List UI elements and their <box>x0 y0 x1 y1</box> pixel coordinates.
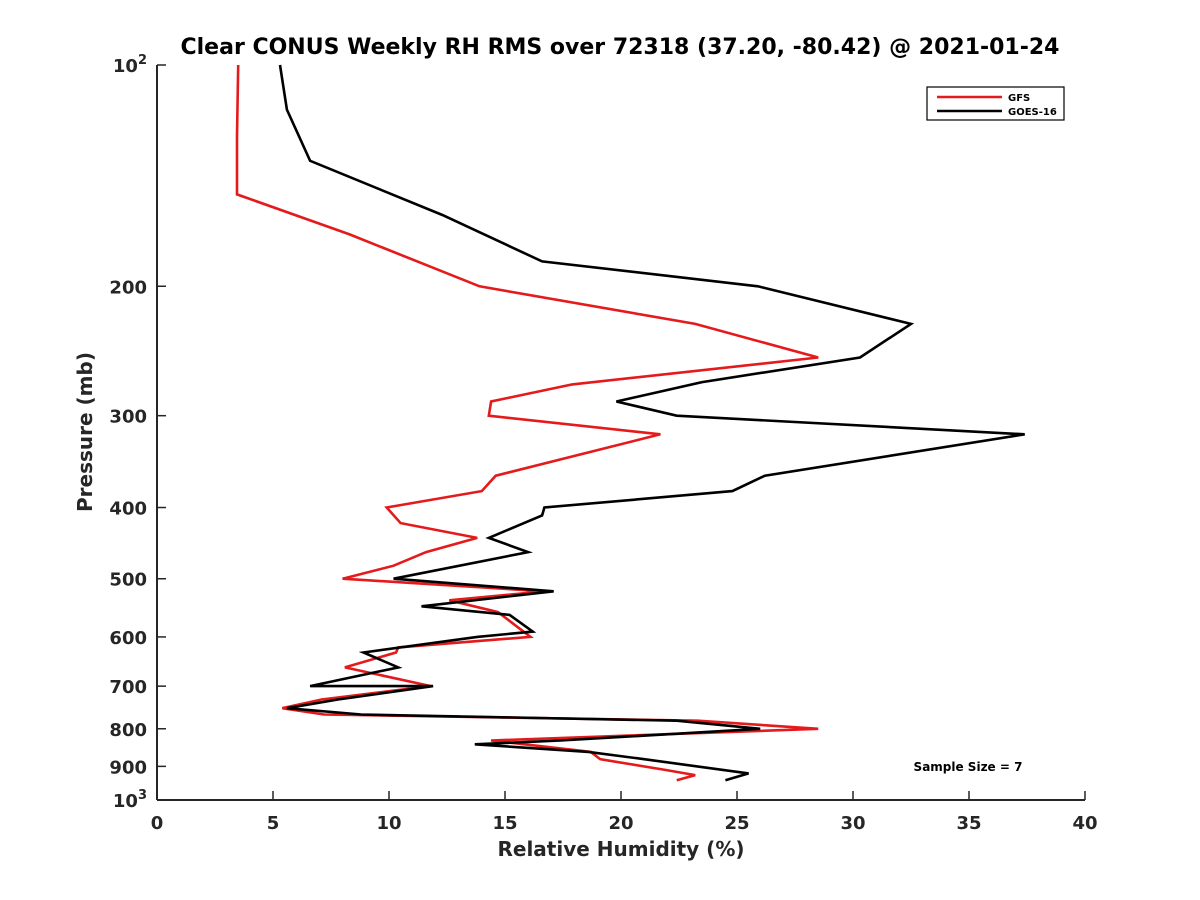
x-tick-label: 25 <box>724 813 749 834</box>
y-tick-label-exponent: 3 <box>138 788 147 803</box>
y-tick-label-base: 600 <box>109 628 147 649</box>
y-tick-label: 600 <box>109 628 147 649</box>
x-axis-ticks: 0 5 10 15 20 25 30 35 40 <box>151 791 1098 834</box>
series-line-goes16 <box>278 64 1025 782</box>
y-tick-label-base: 400 <box>109 499 147 520</box>
y-axis-label: Pressure (mb) <box>73 352 97 512</box>
x-tick-label: 35 <box>956 813 981 834</box>
y-tick-label-base: 700 <box>109 677 147 698</box>
y-tick-label: 500 <box>109 570 147 591</box>
y-tick-label: 102 <box>113 53 147 77</box>
x-tick-label: 5 <box>267 813 280 834</box>
y-tick-label: 900 <box>109 757 147 778</box>
sample-size-annotation: Sample Size = 7 <box>914 760 1023 774</box>
x-tick-label: 0 <box>151 813 164 834</box>
chart-title: Clear CONUS Weekly RH RMS over 72318 (37… <box>181 35 1060 60</box>
y-tick-label: 103 <box>113 788 147 812</box>
x-axis-label: Relative Humidity (%) <box>497 837 744 861</box>
x-tick-label: 10 <box>376 813 401 834</box>
legend: GFS GOES-16 <box>926 86 1065 121</box>
legend-label-goes16: GOES-16 <box>1008 107 1057 118</box>
y-tick-label: 300 <box>109 407 147 428</box>
x-tick-label: 20 <box>608 813 633 834</box>
y-tick-label-base: 200 <box>109 277 147 298</box>
y-tick-label: 200 <box>109 277 147 298</box>
y-tick-label-base: 900 <box>109 757 147 778</box>
y-tick-label-base: 10 <box>113 791 138 812</box>
series-line-gfs <box>235 64 819 782</box>
y-tick-label-base: 300 <box>109 407 147 428</box>
x-tick-label: 15 <box>492 813 517 834</box>
y-tick-label: 700 <box>109 677 147 698</box>
series-layer <box>235 64 1025 782</box>
y-tick-label: 800 <box>109 720 147 741</box>
x-tick-label: 40 <box>1072 813 1097 834</box>
y-tick-label-base: 500 <box>109 570 147 591</box>
y-tick-label-base: 800 <box>109 720 147 741</box>
x-tick-label: 30 <box>840 813 865 834</box>
y-tick-label-exponent: 2 <box>138 53 147 68</box>
legend-label-gfs: GFS <box>1008 93 1030 104</box>
legend-box <box>926 86 1065 121</box>
y-tick-label: 400 <box>109 499 147 520</box>
y-tick-label-base: 10 <box>113 56 138 77</box>
